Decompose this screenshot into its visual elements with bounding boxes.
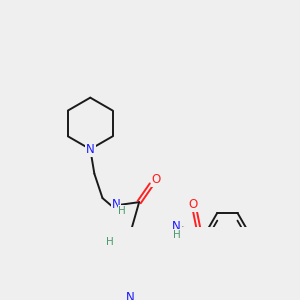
- Text: O: O: [189, 198, 198, 212]
- Text: N: N: [86, 143, 95, 156]
- Text: H: H: [118, 206, 126, 216]
- Text: N: N: [172, 220, 181, 233]
- Text: H: H: [106, 236, 114, 247]
- Text: H: H: [173, 230, 181, 240]
- Text: N: N: [126, 291, 135, 300]
- Text: N: N: [112, 198, 120, 212]
- Text: O: O: [152, 173, 161, 186]
